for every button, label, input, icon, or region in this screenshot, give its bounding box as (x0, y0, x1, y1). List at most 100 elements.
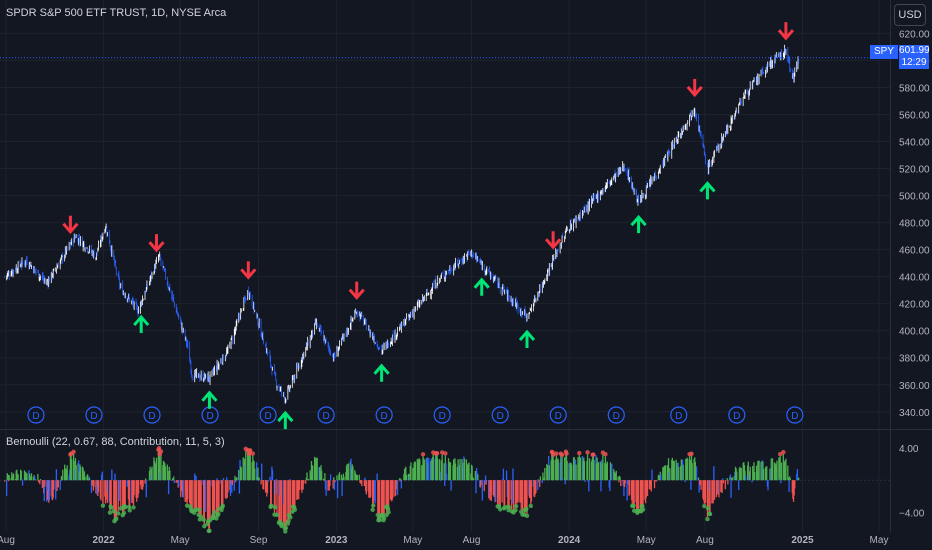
dividend-marker[interactable]: D (85, 406, 103, 424)
extreme-marker (220, 503, 226, 508)
sell-arrow (348, 281, 365, 300)
dividend-circle (549, 406, 567, 424)
dividend-marker[interactable]: D (491, 406, 509, 424)
price-axis[interactable]: 340.00 360.00 380.00 400.00 420.00 440.00 460.… (899, 29, 930, 418)
price-tick-label: 560.00 (899, 110, 930, 121)
extreme-marker (212, 510, 217, 515)
extreme-marker (111, 509, 116, 514)
extreme-marker (420, 452, 426, 457)
pane-separator (0, 0, 932, 532)
price-tag-value: 601.99 12:29 (899, 45, 930, 69)
dividend-label: D (497, 411, 504, 422)
dividend-circle (27, 406, 45, 424)
dividend-marker[interactable]: D (433, 406, 451, 424)
extreme-marker (283, 525, 289, 531)
time-tick-label: Aug (463, 535, 481, 546)
extreme-marker (386, 510, 391, 515)
dividend-label: D (90, 411, 97, 422)
dividend-circle (259, 406, 277, 424)
dividend-label: D (555, 411, 562, 422)
dividend-marker[interactable]: D (375, 406, 393, 424)
buy-arrow (373, 363, 390, 382)
buy-arrow (277, 410, 294, 430)
arrow-head (545, 238, 562, 250)
extreme-marker (781, 449, 786, 455)
extreme-marker (121, 510, 127, 516)
bernoulli-histogram (4, 450, 800, 530)
price-tick-label: 340.00 (899, 408, 930, 419)
extreme-marker (564, 451, 569, 456)
dividend-marker[interactable]: D (728, 406, 746, 424)
extreme-marker (506, 505, 512, 510)
arrow-head (277, 410, 294, 423)
dividend-circle (375, 406, 393, 424)
dividend-marker[interactable]: D (607, 406, 625, 424)
extreme-marker (631, 503, 636, 508)
extreme-marker (559, 452, 565, 458)
dividend-circle (317, 406, 335, 424)
dividend-label: D (32, 411, 39, 422)
arrow-head (348, 288, 365, 300)
extreme-marker (591, 452, 596, 457)
last-price-tag: SPY 601.99 12:29 (870, 45, 930, 69)
dividend-circle (607, 406, 625, 424)
extreme-marker (250, 451, 255, 456)
arrow-head (630, 214, 647, 227)
extreme-marker (272, 505, 278, 510)
dividend-marker[interactable]: D (549, 406, 567, 424)
price-tick-label: 520.00 (899, 165, 930, 176)
arrow-head (240, 268, 257, 280)
extreme-marker (116, 511, 121, 516)
price-tag-price: 601.99 (899, 45, 930, 56)
extreme-marker (207, 528, 212, 534)
dividend-marker[interactable]: D (259, 406, 277, 424)
arrow-head (699, 181, 716, 193)
currency-button[interactable]: USD (894, 4, 926, 26)
extreme-marker (131, 505, 136, 510)
buy-arrow (201, 390, 218, 409)
extreme-marker (498, 507, 503, 512)
extreme-marker (528, 503, 534, 509)
price-tick-label: 620.00 (899, 29, 930, 40)
signal-arrows (62, 22, 795, 430)
price-tag-symbol: SPY (870, 45, 899, 59)
dividend-label: D (148, 411, 155, 422)
extreme-marker (158, 449, 164, 454)
arrow-head (133, 314, 150, 327)
time-axis[interactable]: Aug 2022 May Sep 2023 May Aug 2024 May Aug 2025 May (0, 535, 888, 546)
arrow-head (518, 329, 536, 341)
extreme-marker (107, 510, 113, 515)
price-series (4, 44, 800, 404)
extreme-marker (524, 513, 530, 519)
buy-arrow (473, 277, 490, 296)
extreme-marker (216, 511, 221, 517)
indicator-axis[interactable]: 4.00 −4.00 (899, 444, 925, 519)
buy-arrow (630, 214, 647, 234)
dividend-marker[interactable]: D (786, 406, 804, 424)
extreme-marker (554, 451, 559, 456)
extreme-marker (71, 449, 76, 455)
dividend-label: D (613, 411, 620, 422)
dividend-marker[interactable]: D (317, 406, 335, 424)
sell-arrow (686, 78, 703, 98)
dividend-label: D (206, 411, 213, 422)
time-tick-label: Aug (0, 535, 15, 546)
time-tick-label: May (171, 535, 190, 546)
extreme-marker (640, 503, 645, 509)
extreme-marker (370, 507, 375, 513)
sell-arrow (545, 231, 562, 250)
extreme-marker (269, 503, 274, 508)
dividend-marker[interactable]: D (201, 406, 219, 424)
dividend-marker[interactable]: D (670, 406, 688, 424)
arrow-head (473, 277, 490, 289)
extreme-marker (513, 508, 518, 513)
extreme-marker (202, 524, 207, 529)
extreme-marker (281, 522, 286, 527)
dividend-marker[interactable]: D (27, 406, 45, 424)
dividend-marker[interactable]: D (143, 406, 161, 424)
extreme-marker (248, 448, 253, 453)
sell-arrow (148, 234, 165, 253)
arrow-head (201, 390, 218, 402)
